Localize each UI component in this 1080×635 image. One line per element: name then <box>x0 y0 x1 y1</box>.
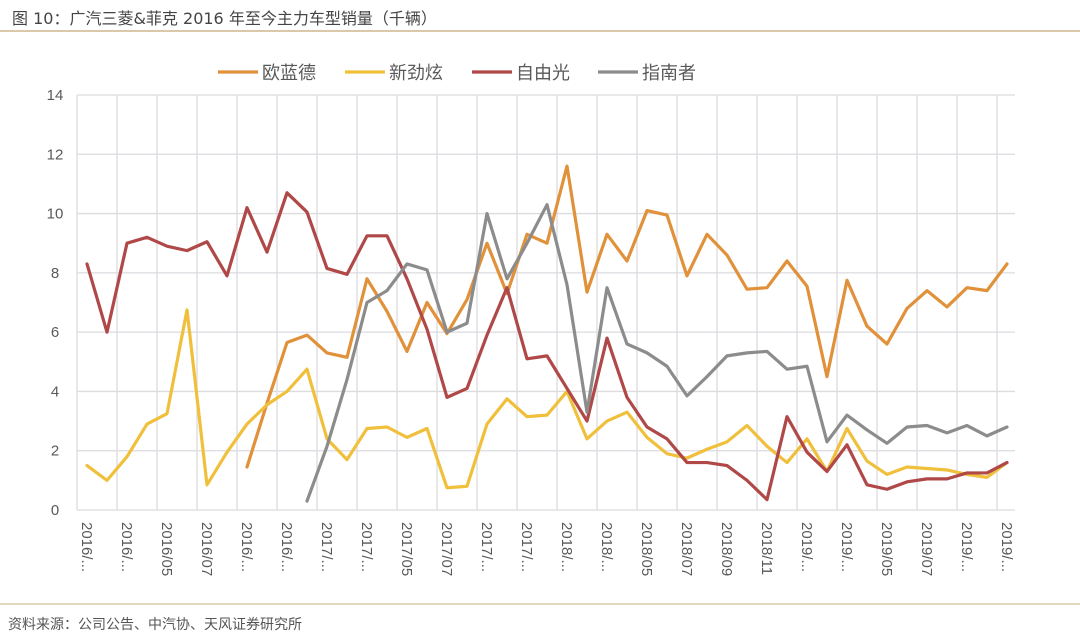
title-divider <box>0 30 1080 32</box>
x-tick-label: 2016/07 <box>198 522 215 576</box>
y-axis: 0 2 4 6 8 10 12 14 <box>47 87 64 519</box>
x-tick-label: 2017/07 <box>438 522 455 576</box>
legend-item: 欧蓝德 <box>218 63 316 84</box>
x-tick-label: 2018/... <box>598 522 615 572</box>
x-tick-label: 2019/... <box>998 522 1015 572</box>
legend-item: 指南者 <box>598 63 696 84</box>
x-tick-label: 2017/... <box>478 522 495 572</box>
legend-label: 自由光 <box>516 63 570 84</box>
x-axis: 2016/... 2016/... 2016/05 2016/07 2016/... 20… <box>78 522 1015 576</box>
x-tick-label: 2017/... <box>318 522 335 572</box>
x-tick-label: 2016/... <box>238 522 255 572</box>
y-tick-label: 2 <box>51 443 59 460</box>
figure-title: 图 10：广汽三菱&菲克 2016 年至今主力车型销量（千辆） <box>12 9 437 28</box>
x-tick-label: 2019/... <box>958 522 975 572</box>
legend-item: 新劲炫 <box>345 63 443 84</box>
x-tick-label: 2018/09 <box>718 522 735 576</box>
legend: 欧蓝德 新劲炫 自由光 指南者 <box>218 63 696 84</box>
y-tick-label: 10 <box>47 206 64 223</box>
source-note: 资料来源：公司公告、中汽协、天风证券研究所 <box>8 617 302 633</box>
x-tick-label: 2019/07 <box>918 522 935 576</box>
x-tick-label: 2016/... <box>278 522 295 572</box>
legend-label: 欧蓝德 <box>262 63 316 84</box>
y-tick-label: 14 <box>47 87 64 104</box>
grid <box>76 94 1015 511</box>
legend-item: 自由光 <box>472 63 570 84</box>
x-tick-label: 2017/05 <box>398 522 415 576</box>
x-tick-label: 2017/... <box>518 522 535 572</box>
y-tick-label: 8 <box>51 265 59 282</box>
series-line-4 <box>305 203 1009 503</box>
y-tick-label: 6 <box>51 324 59 341</box>
x-tick-label: 2018/05 <box>638 522 655 576</box>
x-tick-label: 2018/... <box>558 522 575 572</box>
series-lines <box>85 164 1009 503</box>
x-tick-label: 2019/... <box>838 522 855 572</box>
y-tick-label: 12 <box>47 146 64 163</box>
legend-label: 新劲炫 <box>389 63 443 84</box>
series-line-1 <box>245 164 1009 469</box>
x-tick-label: 2018/07 <box>678 522 695 576</box>
x-tick-label: 2017/... <box>358 522 375 572</box>
x-tick-label: 2016/... <box>118 522 135 572</box>
y-tick-label: 0 <box>51 502 59 519</box>
series-line-2 <box>85 308 1009 490</box>
x-tick-label: 2016/05 <box>158 522 175 576</box>
x-tick-label: 2018/11 <box>758 522 775 575</box>
x-tick-label: 2019/... <box>798 522 815 572</box>
x-tick-label: 2019/05 <box>878 522 895 576</box>
x-tick-label: 2016/... <box>78 522 95 572</box>
y-tick-label: 4 <box>51 383 59 400</box>
legend-label: 指南者 <box>642 63 696 84</box>
footer-divider <box>0 603 1080 605</box>
